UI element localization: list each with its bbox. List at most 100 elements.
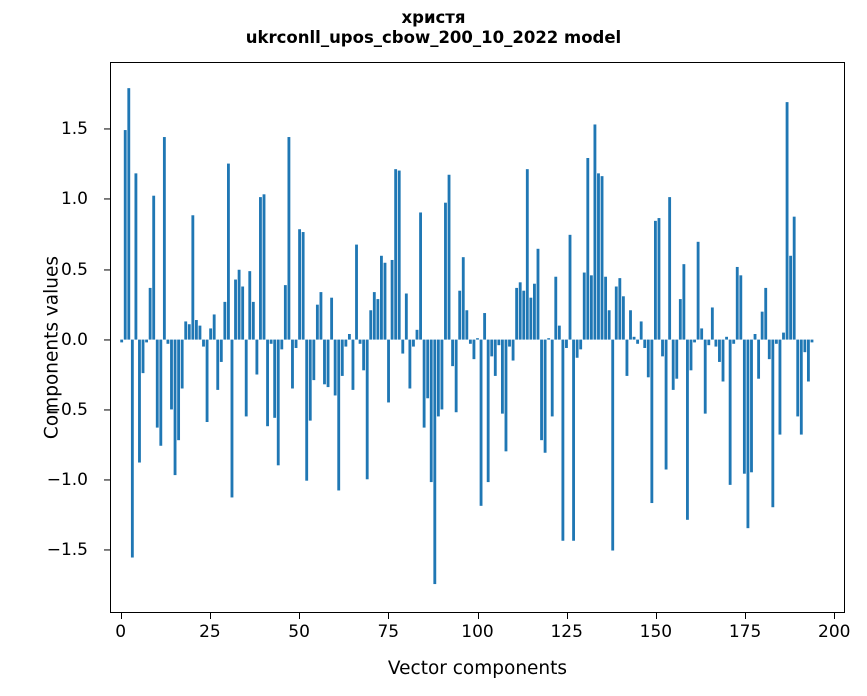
bar <box>476 338 479 340</box>
bar <box>735 266 739 340</box>
bar <box>212 314 216 340</box>
bar <box>646 339 650 378</box>
bar <box>746 339 750 529</box>
bar <box>312 339 316 381</box>
bar <box>575 339 579 358</box>
bar <box>710 307 714 340</box>
bar <box>721 339 725 382</box>
bar <box>792 216 796 340</box>
bar <box>593 124 597 340</box>
bar <box>572 339 575 541</box>
bar <box>184 321 188 340</box>
bar <box>589 275 593 340</box>
bar <box>404 293 408 340</box>
bar <box>205 339 209 423</box>
x-tick-mark <box>209 613 211 619</box>
bar <box>326 339 330 388</box>
bar <box>607 310 611 340</box>
bar <box>130 339 134 558</box>
x-axis-label: Vector components <box>387 658 568 679</box>
bar <box>294 339 298 348</box>
bar <box>650 339 654 504</box>
bar <box>180 339 184 389</box>
bar <box>707 339 711 346</box>
bar <box>219 339 223 362</box>
bar <box>490 339 494 357</box>
bar <box>162 137 166 340</box>
x-tick-mark <box>745 613 747 619</box>
bar <box>273 339 277 418</box>
bar <box>315 304 319 340</box>
x-tick-label: 125 <box>550 622 583 642</box>
bar <box>376 299 380 340</box>
bar <box>518 282 522 340</box>
bar <box>632 336 636 340</box>
bar <box>170 339 173 410</box>
bar <box>643 339 647 348</box>
bar <box>554 276 558 340</box>
bar <box>397 170 401 340</box>
bar <box>372 292 376 340</box>
bar <box>661 339 664 357</box>
bar <box>725 336 728 340</box>
bar <box>533 283 536 340</box>
bar <box>451 339 455 367</box>
bar <box>671 339 675 390</box>
x-tick-label: 50 <box>288 622 310 642</box>
bar <box>301 232 305 340</box>
bar <box>597 173 600 340</box>
bar <box>579 339 583 350</box>
bar <box>796 339 800 417</box>
bar <box>657 218 661 340</box>
y-axis: 1.5 1.0 0.5 0.0 −0.5 −1.0 −1.5 <box>0 62 110 613</box>
x-tick-mark <box>566 613 568 619</box>
y-tick-mark <box>104 198 110 200</box>
bar <box>447 174 451 340</box>
bar <box>664 339 668 470</box>
bar <box>625 339 629 376</box>
bar <box>401 339 405 354</box>
bar <box>383 262 387 340</box>
bar <box>134 173 138 340</box>
bar <box>767 339 771 360</box>
bar <box>806 339 810 382</box>
bar <box>582 272 586 340</box>
x-tick-label: 150 <box>639 622 673 642</box>
x-tick-mark <box>299 613 301 619</box>
bar <box>369 310 373 340</box>
bar <box>194 320 198 340</box>
bar <box>287 137 291 340</box>
bar <box>600 176 604 340</box>
y-axis-label: Components values <box>41 255 63 440</box>
bar <box>465 310 469 340</box>
bar <box>614 286 618 340</box>
bar <box>145 339 148 343</box>
bar <box>618 278 622 340</box>
bar <box>244 339 248 417</box>
x-tick-label: 75 <box>377 622 400 642</box>
bar <box>504 339 508 452</box>
y-tick-mark <box>104 268 110 271</box>
bar <box>739 275 743 340</box>
bar <box>394 169 398 340</box>
bar <box>568 234 572 340</box>
bar <box>138 339 141 463</box>
bar <box>732 339 736 344</box>
bar <box>454 339 458 413</box>
bar <box>291 339 294 389</box>
bar <box>483 313 487 340</box>
x-tick-label: 200 <box>818 622 851 642</box>
bar <box>522 290 526 340</box>
bar <box>753 334 757 340</box>
x-tick-mark <box>834 613 836 619</box>
bar <box>611 339 615 551</box>
bar <box>127 88 131 340</box>
bar <box>408 339 412 389</box>
bar <box>415 329 419 340</box>
bar <box>330 297 334 340</box>
bar <box>565 339 568 348</box>
x-tick-label: 25 <box>199 622 221 642</box>
bar <box>248 271 252 340</box>
bar <box>422 339 426 428</box>
